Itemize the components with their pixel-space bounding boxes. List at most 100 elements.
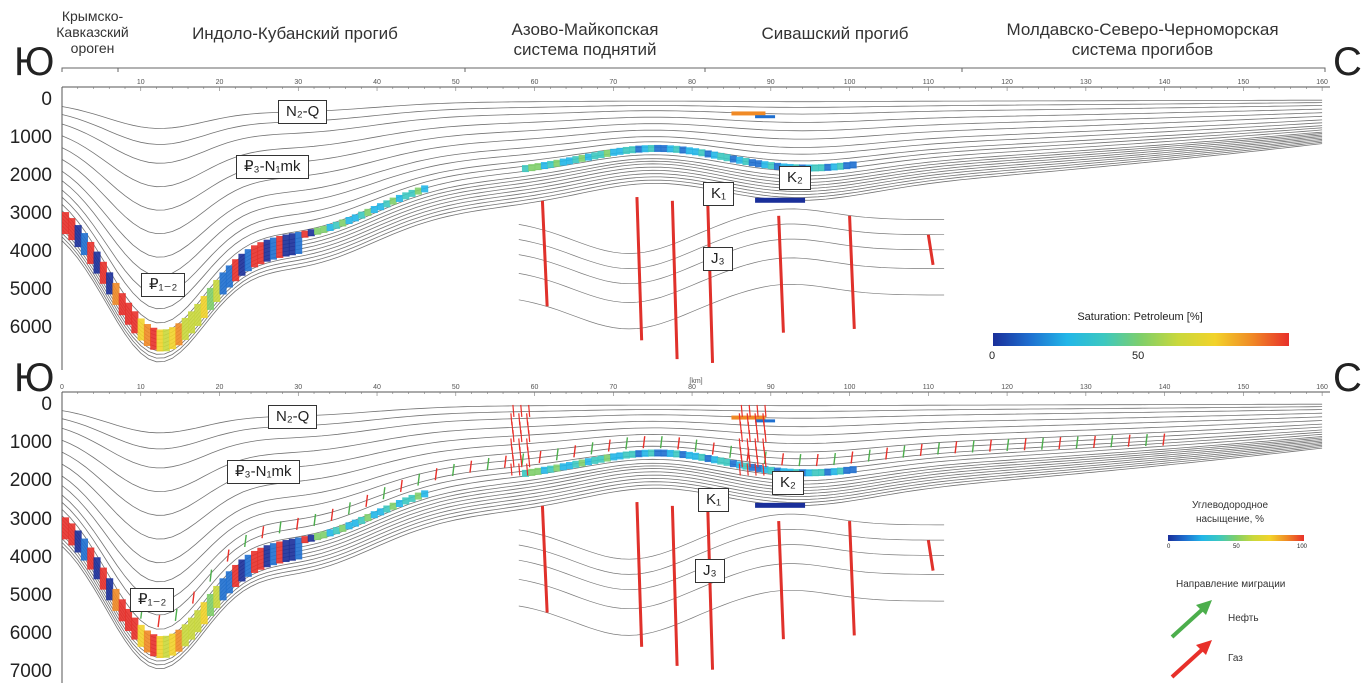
saturation-cell	[679, 146, 687, 154]
gas-migration-arrow	[756, 430, 759, 443]
saturation-cell	[181, 624, 189, 647]
fault-line	[540, 505, 549, 613]
saturation-cell	[748, 463, 756, 471]
region-sivash-trough: Сивашский прогиб	[761, 24, 909, 43]
gas-migration-arrow	[764, 430, 767, 443]
jurassic-horizon	[518, 589, 945, 636]
saturation-cell	[591, 152, 599, 160]
saturation-cell	[188, 617, 196, 640]
saturation-cell	[118, 599, 126, 622]
horizon-line	[61, 420, 1323, 540]
saturation-cell	[162, 635, 170, 658]
saturation-cell	[818, 164, 826, 172]
top-depth-tick: 6000	[9, 317, 52, 338]
saturation-cell	[364, 208, 372, 216]
horizon-line	[61, 412, 1323, 493]
saturation-cell	[143, 324, 151, 347]
bottom-legend-tick: 100	[1297, 544, 1308, 550]
gas-migration-arrow	[1023, 438, 1027, 451]
saturation-cell	[559, 463, 567, 471]
saturation-cell	[87, 241, 95, 264]
saturation-cell	[339, 524, 347, 532]
saturation-cell	[521, 165, 530, 173]
oil-migration-arrow	[971, 440, 975, 453]
saturation-cell	[698, 453, 706, 461]
distance-tick-label: 120	[1001, 79, 1013, 86]
oil-migration-arrow	[1041, 437, 1044, 450]
saturation-cell	[169, 327, 177, 350]
saturation-cell	[225, 265, 233, 288]
horizon-line	[61, 108, 1323, 188]
saturation-cell	[263, 239, 271, 262]
saturation-cell	[282, 540, 290, 563]
saturation-cell	[175, 629, 183, 652]
top-depth-tick: 0	[41, 89, 52, 110]
saturation-cell	[282, 234, 290, 257]
saturation-cell	[610, 148, 618, 156]
saturation-cell	[685, 451, 693, 459]
saturation-cell	[263, 545, 271, 568]
saturation-cell	[755, 160, 763, 168]
gas-migration-arrow	[261, 526, 265, 539]
gas-migration-arrow	[573, 445, 577, 458]
saturation-cell	[635, 450, 643, 458]
saturation-cell	[723, 154, 731, 162]
saturation-cell	[181, 317, 189, 340]
saturation-cell	[326, 529, 334, 537]
saturation-cell	[402, 497, 410, 505]
distance-tick-label: 10	[137, 79, 145, 86]
jurassic-horizon	[518, 563, 945, 610]
saturation-cell	[150, 634, 158, 657]
horizon-line	[61, 99, 1323, 129]
jurassic-horizon	[518, 208, 945, 254]
gas-migration-arrow	[607, 439, 611, 452]
saturation-cell	[654, 449, 662, 457]
oil-migration-arrow	[902, 445, 906, 458]
gas-migration-arrow	[434, 468, 438, 481]
saturation-cell	[251, 550, 259, 573]
saturation-cell	[717, 457, 725, 465]
oil-label: Нефть	[1228, 613, 1259, 624]
saturation-cell	[345, 522, 353, 530]
saturation-cell	[584, 458, 593, 466]
saturation-cell	[206, 594, 215, 617]
saturation-cell	[673, 145, 681, 153]
jurassic-horizon	[518, 223, 945, 269]
gas-migration-arrow	[192, 591, 195, 604]
top-section: 10 20 30 40 50 60 70 80 90 100 110 120 130 140 150 160	[61, 79, 1330, 370]
saturation-cell	[389, 197, 397, 205]
saturation-cell	[534, 163, 542, 171]
distance-tick-label: 90	[767, 79, 775, 86]
migration-arrows-legend	[1170, 600, 1212, 679]
gas-migration-arrow	[748, 455, 751, 468]
saturation-cell	[578, 154, 586, 162]
gas-migration-arrow	[1162, 433, 1166, 446]
saturation-cell	[824, 163, 832, 171]
saturation-cell	[408, 494, 416, 502]
gas-migration-arrow	[850, 451, 854, 464]
saturation-cell	[414, 492, 422, 500]
distance-tick-label: 60	[531, 384, 539, 391]
gas-migration-arrow	[711, 442, 715, 455]
saturation-cell	[811, 469, 819, 477]
gas-migration-arrow	[764, 404, 767, 417]
saturation-cell	[314, 533, 322, 541]
saturation-cell	[238, 253, 246, 276]
horizon-line	[61, 433, 1323, 630]
saturation-cell	[830, 163, 838, 171]
saturation-cell	[358, 516, 366, 524]
saturation-cell	[629, 146, 637, 154]
saturation-cell	[106, 272, 114, 295]
saturation-cell	[597, 151, 605, 159]
bottom-legend: Углеводородное насыщение, % 0 50 100 Нап…	[1150, 495, 1320, 681]
saturation-cell	[307, 229, 315, 237]
oil-migration-arrow	[174, 608, 178, 621]
saturation-cell	[610, 453, 618, 461]
saturation-cell	[566, 157, 574, 165]
gas-migration-arrow	[365, 494, 369, 507]
horizon-line	[61, 122, 1323, 277]
saturation-cell	[849, 161, 857, 169]
saturation-cell	[80, 233, 88, 256]
compass-north-top: С	[1333, 40, 1362, 84]
unit-label-k2: K₂	[772, 471, 804, 495]
